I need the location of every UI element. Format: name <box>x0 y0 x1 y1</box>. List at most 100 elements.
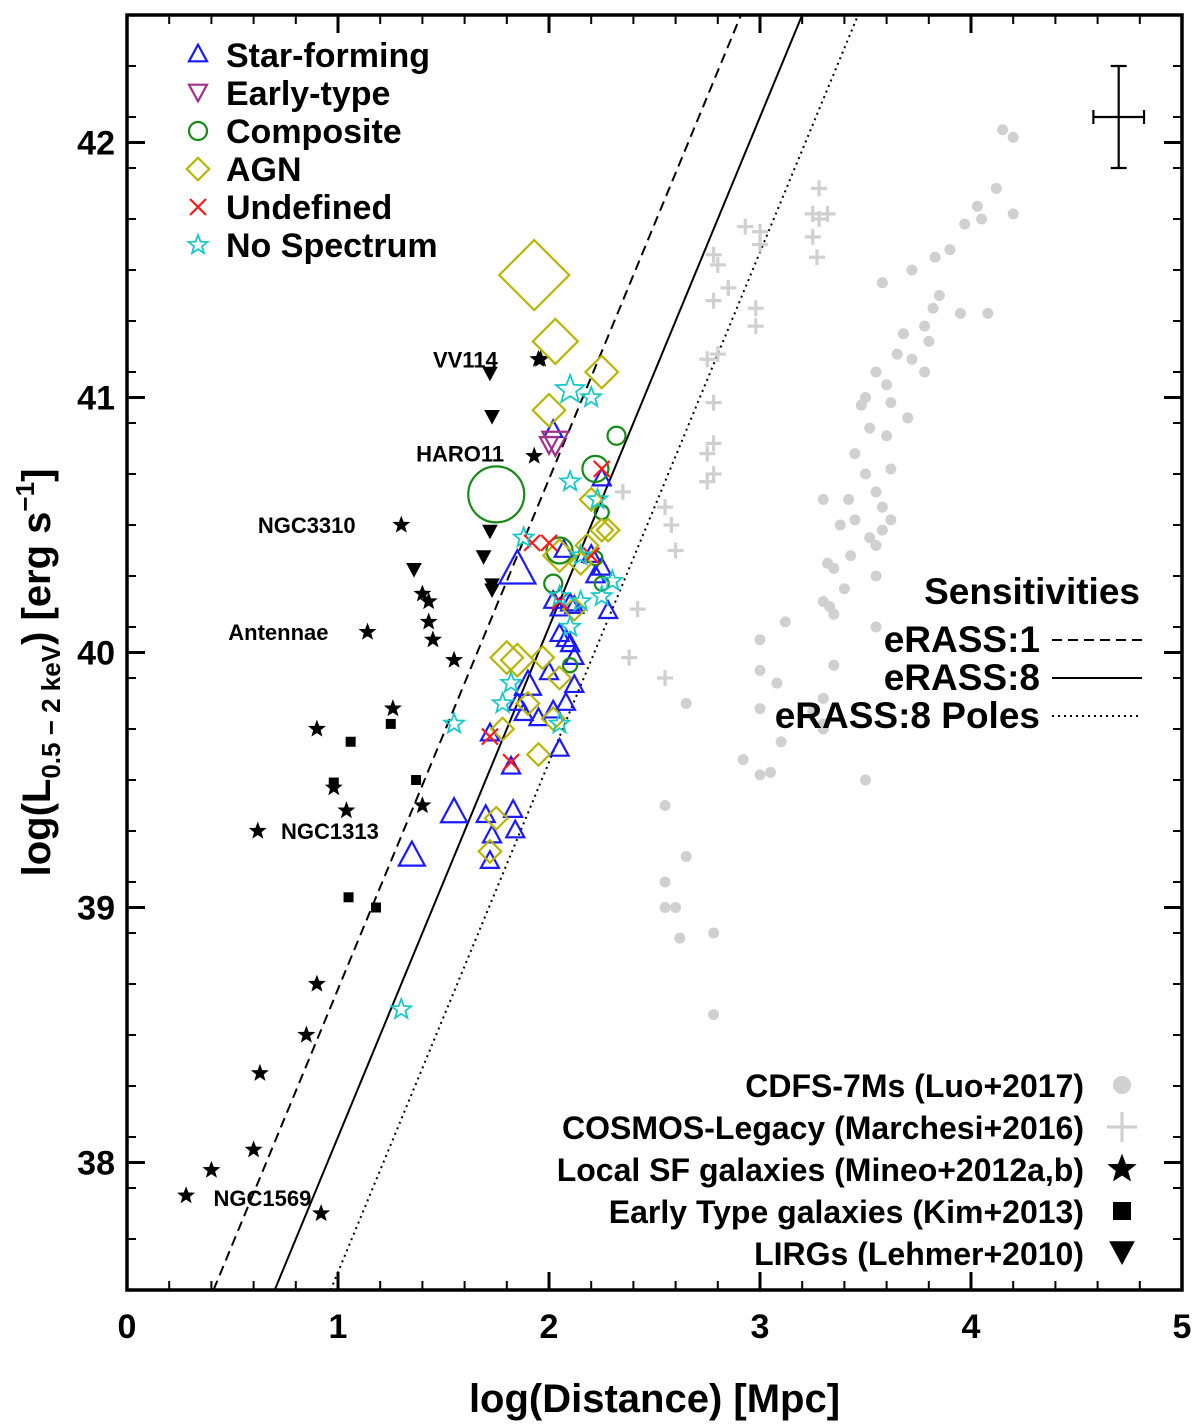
sensitivities-title: Sensitivities <box>924 571 1140 612</box>
star-forming-point <box>506 690 529 711</box>
cdfs-point <box>779 616 791 628</box>
legend-layer: Star-formingEarly-typeCompositeAGNUndefi… <box>185 37 1142 1272</box>
early-type-galaxy-point <box>328 777 339 788</box>
no-spectrum-point <box>547 711 572 735</box>
local-sf-point <box>248 821 267 839</box>
sensitivity-lines-layer <box>212 14 860 1291</box>
composite-point <box>581 454 610 483</box>
cdfs-point <box>828 659 840 671</box>
lirg-point <box>484 410 500 425</box>
cdfs-point <box>828 608 840 620</box>
cdfs-point <box>843 494 855 505</box>
cdfs-point <box>807 705 819 717</box>
legend-marker-circle <box>187 120 209 142</box>
cdfs-point <box>659 876 671 888</box>
agn-point <box>477 838 503 865</box>
early-type-galaxy-point <box>343 892 354 903</box>
no-spectrum-point <box>547 583 572 607</box>
cdfs-point <box>990 182 1002 194</box>
undefined-point <box>540 534 558 552</box>
no-spectrum-point <box>600 568 625 592</box>
cdfs-point <box>860 774 871 786</box>
agn-point <box>483 805 510 832</box>
no-spectrum-point <box>490 690 515 715</box>
cdfs-point <box>659 902 671 913</box>
annotation-label: NGC1313 <box>281 819 379 844</box>
lirg-point <box>482 366 498 382</box>
legend-marker-plus <box>1107 1112 1137 1142</box>
legend-marker-cross <box>189 198 207 216</box>
cdfs-point <box>976 213 988 225</box>
legend-item-composite: Composite <box>187 113 402 151</box>
star-forming-point <box>555 627 577 648</box>
x-tick-label: 0 <box>118 1308 137 1346</box>
cdfs-point <box>919 320 931 332</box>
legend-item-bottom: COSMOS-Legacy (Marchesi+2016) <box>562 1110 1137 1146</box>
legend-item-star_forming: Star-forming <box>187 37 430 75</box>
cdfs-point <box>897 328 909 340</box>
cosmos-point <box>705 466 722 482</box>
y-tick-label: 39 <box>77 890 115 928</box>
cdfs-point <box>754 703 766 715</box>
cdfs-point <box>870 621 882 633</box>
cdfs-point <box>817 723 829 735</box>
cdfs-point <box>754 769 766 781</box>
no-spectrum-point <box>557 468 583 493</box>
cdfs-point <box>765 766 777 778</box>
cdfs-point <box>680 698 692 709</box>
cdfs-point <box>881 430 893 442</box>
cdfs-point <box>1007 131 1019 143</box>
cdfs-point <box>870 539 882 551</box>
cdfs-point <box>919 366 931 378</box>
cdfs-point <box>870 486 882 498</box>
lirg-point <box>484 583 500 598</box>
cosmos-point <box>667 542 684 559</box>
cdfs-point <box>680 851 692 862</box>
x-axis-label: log(Distance) [Mpc] <box>469 1377 840 1421</box>
no-spectrum-point <box>585 486 610 511</box>
y-tick-label: 42 <box>77 125 115 163</box>
cdfs-point <box>876 501 888 513</box>
legend-item-agn: AGN <box>185 151 302 189</box>
x-tick-label: 3 <box>751 1308 770 1346</box>
cosmos-point <box>709 256 726 273</box>
local-sf-point <box>413 584 432 602</box>
cdfs-point <box>923 335 935 347</box>
early-type-point <box>540 430 571 459</box>
local-sf-point <box>337 801 356 819</box>
legend-label: Early-type <box>226 75 390 113</box>
star-forming-point <box>513 668 543 696</box>
legend-marker-dot <box>1113 1076 1131 1094</box>
local-sf-point <box>423 630 442 648</box>
cdfs-point <box>838 583 850 595</box>
legend-label: Early Type galaxies (Kim+2013) <box>609 1194 1084 1230</box>
legend-label: Composite <box>226 113 402 151</box>
cosmos-point <box>720 279 737 296</box>
sensitivity-label: eRASS:8 Poles <box>775 695 1040 736</box>
y-tick-label: 38 <box>77 1145 115 1183</box>
agn-point <box>574 532 600 559</box>
cdfs-point <box>659 800 671 811</box>
cdfs-point <box>971 200 983 212</box>
cosmos-point <box>709 346 726 363</box>
y-tick-label: 41 <box>77 380 115 418</box>
annotation-label: NGC3310 <box>258 513 356 538</box>
cdfs-point <box>817 494 829 505</box>
legend-marker-triangle-down <box>1109 1241 1135 1265</box>
legend-marker-star <box>1107 1153 1137 1182</box>
star-forming-point <box>563 672 586 694</box>
star-forming-point <box>512 701 535 722</box>
no-spectrum-point <box>553 372 587 404</box>
agn-point <box>488 639 525 676</box>
cdfs-point <box>834 519 846 531</box>
lirg-point <box>406 563 422 578</box>
cosmos-point <box>819 205 836 222</box>
cosmos-point <box>657 670 674 686</box>
star-forming-point <box>502 797 524 819</box>
legend-label: CDFS-7Ms (Luo+2017) <box>745 1068 1084 1104</box>
legend-label: LIRGs (Lehmer+2010) <box>754 1236 1084 1272</box>
cdfs-point <box>849 514 861 526</box>
star-forming-point <box>597 599 619 620</box>
cdfs-point <box>860 468 871 480</box>
